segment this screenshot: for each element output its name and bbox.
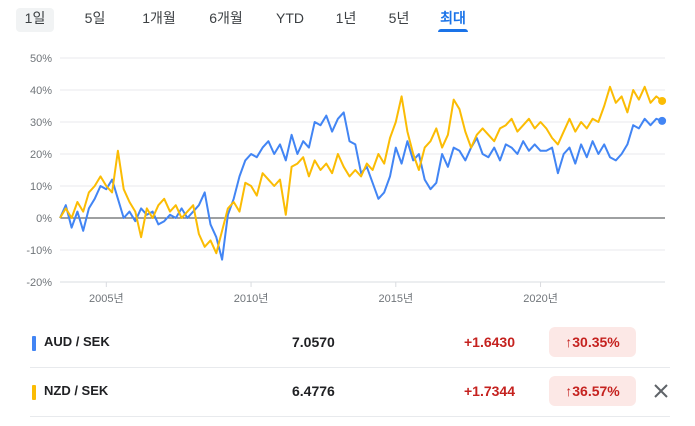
tab-label: 6개월 [209, 10, 243, 26]
series-end-point [658, 96, 667, 105]
series-color-swatch [32, 336, 36, 351]
pair-label: NZD / SEK [44, 383, 109, 398]
change-value: +1.7344 [464, 383, 515, 399]
up-arrow-icon: ↑ [565, 334, 573, 350]
series-end-point [658, 116, 667, 125]
change-percent: 30.35% [572, 334, 620, 350]
y-tick-label: 10% [30, 181, 52, 193]
y-tick-label: 40% [30, 85, 52, 97]
series-line-0 [59, 111, 663, 261]
quote-row-aud-sek[interactable]: AUD / SEK 7.0570 +1.6430 ↑30.35% [30, 319, 670, 367]
series-line-1 [59, 85, 663, 255]
price-value: 7.0570 [292, 334, 335, 350]
tab-label: 5일 [84, 10, 106, 26]
active-tab-underline [438, 29, 468, 32]
y-tick-label: 50% [30, 53, 52, 65]
tab-1d[interactable]: 1일 [16, 8, 54, 32]
tab-label: YTD [276, 10, 304, 26]
price-value: 6.4776 [292, 383, 335, 399]
close-icon[interactable] [647, 377, 675, 405]
tab-1y[interactable]: 1년 [327, 8, 365, 32]
tab-label: 1개월 [142, 10, 176, 26]
x-tick-label: 2015년 [378, 292, 413, 305]
tab-label: 1일 [24, 10, 46, 26]
change-percent-badge: ↑36.57% [549, 376, 636, 406]
change-percent-badge: ↑30.35% [549, 327, 636, 357]
pair-label: AUD / SEK [44, 334, 110, 349]
tab-5y[interactable]: 5년 [380, 8, 418, 32]
y-tick-label: -10% [26, 245, 52, 257]
change-value: +1.6430 [464, 334, 515, 350]
tab-6m[interactable]: 6개월 [200, 8, 252, 32]
tab-label: 최대 [440, 10, 466, 26]
tab-1m[interactable]: 1개월 [133, 8, 185, 32]
series-color-swatch [32, 385, 36, 400]
x-tick-label: 2010년 [234, 292, 269, 305]
y-tick-label: 30% [30, 117, 52, 129]
y-tick-label: -20% [26, 277, 52, 289]
quote-row-nzd-sek[interactable]: NZD / SEK 6.4776 +1.7344 ↑36.57% [30, 367, 670, 417]
x-tick-label: 2005년 [89, 292, 124, 305]
tab-label: 5년 [388, 10, 410, 26]
x-tick-label: 2020년 [523, 292, 558, 305]
tab-label: 1년 [335, 10, 357, 26]
y-tick-label: 20% [30, 149, 52, 161]
tab-ytd[interactable]: YTD [268, 8, 312, 32]
change-percent: 36.57% [572, 383, 620, 399]
y-tick-label: 0% [36, 213, 52, 225]
comparison-line-chart: 50% 40% 30% 20% 10% 0% -10% -20% 2005년 2010년 2015… [26, 53, 667, 305]
tab-max[interactable]: 최대 [438, 8, 468, 32]
up-arrow-icon: ↑ [565, 383, 573, 399]
range-tabs: 1일 5일 1개월 6개월 YTD 1년 5년 최대 [0, 0, 695, 34]
tab-5d[interactable]: 5일 [76, 8, 114, 32]
